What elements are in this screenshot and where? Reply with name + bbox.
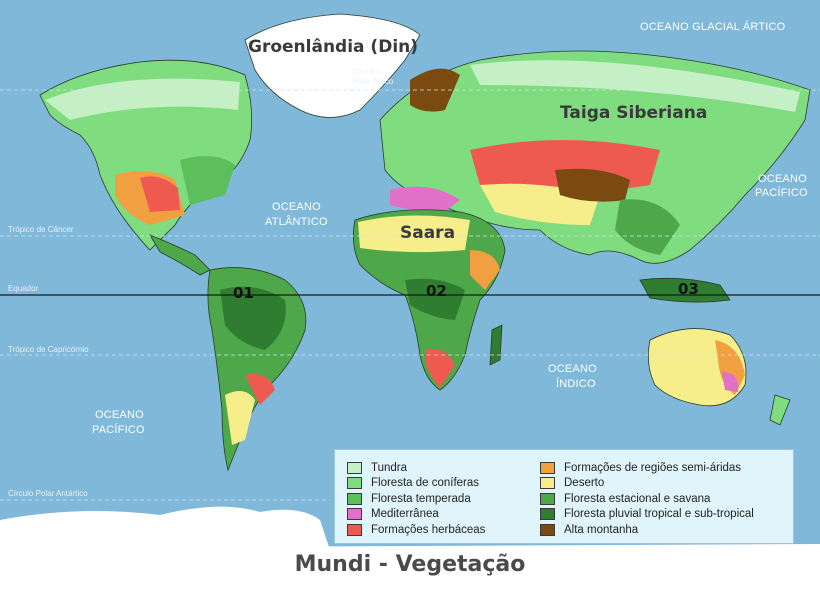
- sa-rainforest: [220, 286, 286, 350]
- legend-item: Floresta de coníferas: [347, 476, 485, 492]
- legend-column-left: Tundra Floresta de coníferas Floresta te…: [347, 460, 485, 538]
- tibet-mountains: [555, 168, 630, 202]
- legend-swatch: [540, 461, 555, 474]
- sa-desert: [225, 391, 255, 445]
- legend-label: Formações herbáceas: [371, 523, 486, 536]
- new-zealand: [769, 394, 791, 426]
- legend-swatch: [540, 508, 555, 521]
- greenland: [244, 13, 421, 118]
- legend-item: Mediterrânea: [347, 507, 485, 523]
- legend-swatch: [540, 477, 555, 490]
- arctic-circle-label-1: Círculo: [352, 67, 378, 76]
- na-grassland: [140, 176, 180, 212]
- tropic-capricorn-label: Trópico de Capricórnio: [8, 345, 89, 354]
- legend-swatch: [347, 508, 362, 521]
- point-03-label: 03: [678, 280, 699, 298]
- legend-label: Floresta pluvial tropical e sub-tropical: [564, 508, 754, 521]
- greenland-label: Groenlândia (Din): [248, 37, 418, 57]
- ocean-atlantico-label-1: OCEANO: [272, 201, 321, 213]
- legend-swatch: [347, 523, 362, 536]
- legend-label: Alta montanha: [564, 523, 639, 536]
- sahara-desert: [358, 215, 470, 253]
- indonesia: [639, 277, 731, 303]
- central-america: [149, 234, 211, 276]
- asia-seasonal: [615, 199, 680, 255]
- legend-label: Formações de regiões semi-áridas: [564, 461, 742, 474]
- sa-grassland: [245, 374, 275, 405]
- na-tundra: [45, 78, 240, 120]
- legend-item: Deserto: [540, 476, 754, 492]
- antarctic-circle-label: Círculo Polar Antártico: [8, 489, 88, 498]
- map-title: Mundi - Vegetação: [294, 552, 526, 577]
- legend-label: Deserto: [564, 477, 605, 490]
- asia-tundra: [470, 60, 800, 112]
- africa-south: [425, 349, 455, 388]
- legend-swatch: [540, 523, 555, 536]
- ocean-pacifico-right-label-1: OCEANO: [758, 173, 807, 185]
- legend-swatch: [347, 492, 362, 505]
- ocean-pacifico-left-label-1: OCEANO: [95, 409, 144, 421]
- africa-rainforest: [405, 278, 465, 320]
- legend-item: Floresta pluvial tropical e sub-tropical: [540, 507, 754, 523]
- australia-mediterranean: [722, 372, 739, 392]
- ocean-atlantico-label-2: ATLÂNTICO: [265, 215, 328, 228]
- ocean-indico-label-2: ÍNDICO: [556, 377, 596, 390]
- madagascar: [489, 324, 503, 366]
- legend-item: Floresta estacional e savana: [540, 491, 754, 507]
- africa-semiarid: [470, 250, 500, 290]
- taiga-label: Taiga Siberiana: [560, 103, 707, 123]
- legend-item: Alta montanha: [540, 522, 754, 538]
- footer-band: [0, 544, 820, 590]
- tropic-cancer-label: Trópico de Câncer: [8, 225, 74, 234]
- ocean-pacifico-left-label-2: PACÍFICO: [92, 423, 145, 436]
- point-02-label: 02: [426, 282, 447, 300]
- legend-label: Floresta de coníferas: [371, 477, 480, 490]
- legend-item: Formações de regiões semi-áridas: [540, 460, 754, 476]
- sahara-label: Saara: [400, 223, 455, 243]
- legend-label: Floresta temperada: [371, 492, 471, 505]
- legend-column-right: Formações de regiões semi-áridas Deserto…: [540, 460, 754, 538]
- legend-label: Tundra: [371, 461, 408, 474]
- antarctica: [0, 506, 330, 560]
- point-01-label: 01: [233, 284, 254, 302]
- arctic-circle-label-2: Polar Ártico: [352, 77, 394, 86]
- ocean-glacial-artico-label: OCEANO GLACIAL ÁRTICO: [640, 20, 786, 33]
- equator-label: Equador: [8, 284, 39, 293]
- legend-item: Floresta temperada: [347, 491, 485, 507]
- legend-label: Mediterrânea: [371, 508, 439, 521]
- legend-label: Floresta estacional e savana: [564, 492, 711, 505]
- legend: Tundra Floresta de coníferas Floresta te…: [334, 449, 794, 544]
- australia-semiarid: [715, 340, 745, 395]
- legend-item: Formações herbáceas: [347, 522, 485, 538]
- mediterranean-region: [390, 186, 460, 215]
- legend-item: Tundra: [347, 460, 485, 476]
- ocean-indico-label-1: OCEANO: [548, 363, 597, 375]
- ocean-pacifico-right-label-2: PACÍFICO: [755, 186, 808, 199]
- na-temperate: [180, 156, 235, 205]
- legend-swatch: [347, 461, 362, 474]
- legend-swatch: [347, 477, 362, 490]
- legend-swatch: [540, 492, 555, 505]
